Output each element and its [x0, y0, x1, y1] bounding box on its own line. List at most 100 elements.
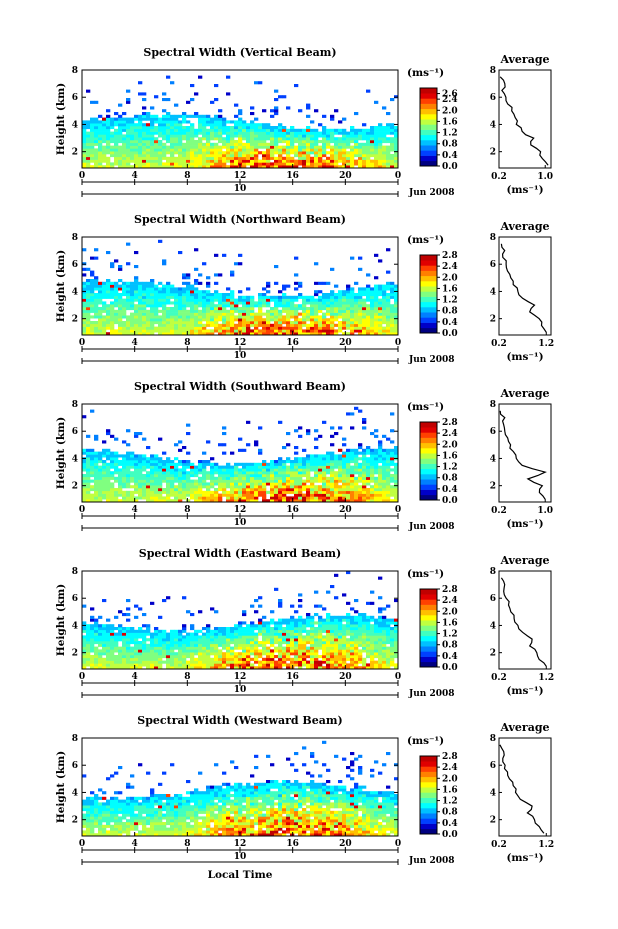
heatmap-cell	[126, 262, 131, 266]
heatmap-cell	[306, 471, 311, 475]
heatmap-cell	[302, 165, 307, 169]
heatmap-cell	[130, 652, 135, 656]
heatmap-cell	[150, 329, 155, 333]
heatmap-cell	[354, 307, 359, 311]
heatmap-cell	[262, 131, 267, 135]
heatmap-cell	[394, 462, 399, 466]
heatmap-cell	[350, 145, 355, 149]
heatmap-cell	[150, 123, 155, 127]
heatmap-cell	[294, 298, 299, 302]
heatmap-cell	[342, 154, 347, 158]
heatmap-cell	[306, 493, 311, 497]
heatmap-cell	[154, 471, 159, 475]
heatmap-cell	[390, 284, 395, 288]
heatmap-cell	[166, 114, 171, 118]
heatmap-cell	[206, 493, 211, 497]
heatmap-cell	[342, 457, 347, 461]
heatmap-cell	[174, 318, 179, 322]
heatmap-cell	[366, 468, 371, 472]
heatmap-cell	[306, 309, 311, 313]
heatmap-cell	[222, 482, 227, 486]
heatmap-cell	[174, 496, 179, 500]
heatmap-cell	[222, 479, 227, 483]
heatmap-cell	[366, 128, 371, 132]
heatmap-cell	[206, 332, 211, 336]
heatmap-cell	[234, 128, 239, 132]
heatmap-cell	[226, 663, 231, 667]
colorbar-tick-label: 2.4	[442, 95, 458, 105]
heatmap-cell	[386, 123, 391, 127]
heatmap-cell	[154, 295, 159, 299]
heatmap-cell	[94, 663, 99, 667]
heatmap-cell	[114, 643, 119, 647]
heatmap-cell	[182, 332, 187, 336]
heatmap-cell	[286, 131, 291, 135]
heatmap-cell	[318, 290, 323, 294]
x-tick-label: 0	[79, 338, 85, 348]
heatmap-cell	[114, 641, 119, 645]
heatmap-cell	[202, 293, 207, 297]
heatmap-cell	[170, 81, 175, 85]
heatmap-cell	[178, 134, 183, 138]
heatmap-cell	[366, 304, 371, 308]
x-tick-label: 0	[395, 171, 401, 181]
heatmap-cell	[302, 142, 307, 146]
heatmap-cell	[382, 301, 387, 305]
heatmap-cell	[94, 437, 99, 441]
heatmap-cell	[366, 499, 371, 503]
heatmap-cell	[290, 468, 295, 472]
heatmap-cell	[122, 332, 127, 336]
heatmap-cell	[354, 304, 359, 308]
heatmap-cell	[242, 666, 247, 670]
heatmap-cell	[230, 627, 235, 631]
x-tick-label: 8	[184, 505, 190, 515]
heatmap-cell	[330, 137, 335, 141]
heatmap-cell	[194, 479, 199, 483]
heatmap-cell	[358, 267, 363, 271]
heatmap-cell	[294, 273, 299, 277]
heatmap-cell	[178, 329, 183, 333]
heatmap-cell	[258, 315, 263, 319]
heatmap-cell	[138, 301, 143, 305]
heatmap-cell	[190, 137, 195, 141]
heatmap-cell	[214, 159, 219, 163]
heatmap-cell	[110, 165, 115, 169]
heatmap-cell	[202, 638, 207, 642]
heatmap-cell	[170, 490, 175, 494]
heatmap-cell	[198, 148, 203, 152]
heatmap-cell	[174, 457, 179, 461]
heatmap-cell	[110, 646, 115, 650]
heatmap-cell	[322, 468, 327, 472]
heatmap-cell	[322, 476, 327, 480]
heatmap-cell	[298, 476, 303, 480]
heatmap-cell	[114, 493, 119, 497]
heatmap-cell	[162, 154, 167, 158]
heatmap-cell	[86, 646, 91, 650]
heatmap-cell	[150, 468, 155, 472]
heatmap-cell	[338, 154, 343, 158]
heatmap-cell	[234, 301, 239, 305]
heatmap-cell	[102, 290, 107, 294]
heatmap-cell	[266, 462, 271, 466]
heatmap-cell	[162, 315, 167, 319]
heatmap-cell	[86, 663, 91, 667]
heatmap-cell	[294, 332, 299, 336]
heatmap-cell	[166, 112, 171, 116]
heatmap-cell	[238, 151, 243, 155]
heatmap-cell	[178, 309, 183, 313]
heatmap-cell	[294, 151, 299, 155]
heatmap-cell	[270, 499, 275, 503]
heatmap-cell	[266, 657, 271, 661]
heatmap-cell	[254, 145, 259, 149]
heatmap-cell	[86, 281, 91, 285]
heatmap-cell	[82, 643, 87, 647]
heatmap-cell	[290, 474, 295, 478]
heatmap-cell	[214, 490, 219, 494]
heatmap-cell	[190, 287, 195, 291]
heatmap-cell	[142, 126, 147, 130]
heatmap-cell	[266, 499, 271, 503]
heatmap-cell	[210, 649, 215, 653]
heatmap-cell	[366, 159, 371, 163]
date-label: 10	[234, 351, 247, 361]
heatmap-cell	[122, 321, 127, 325]
